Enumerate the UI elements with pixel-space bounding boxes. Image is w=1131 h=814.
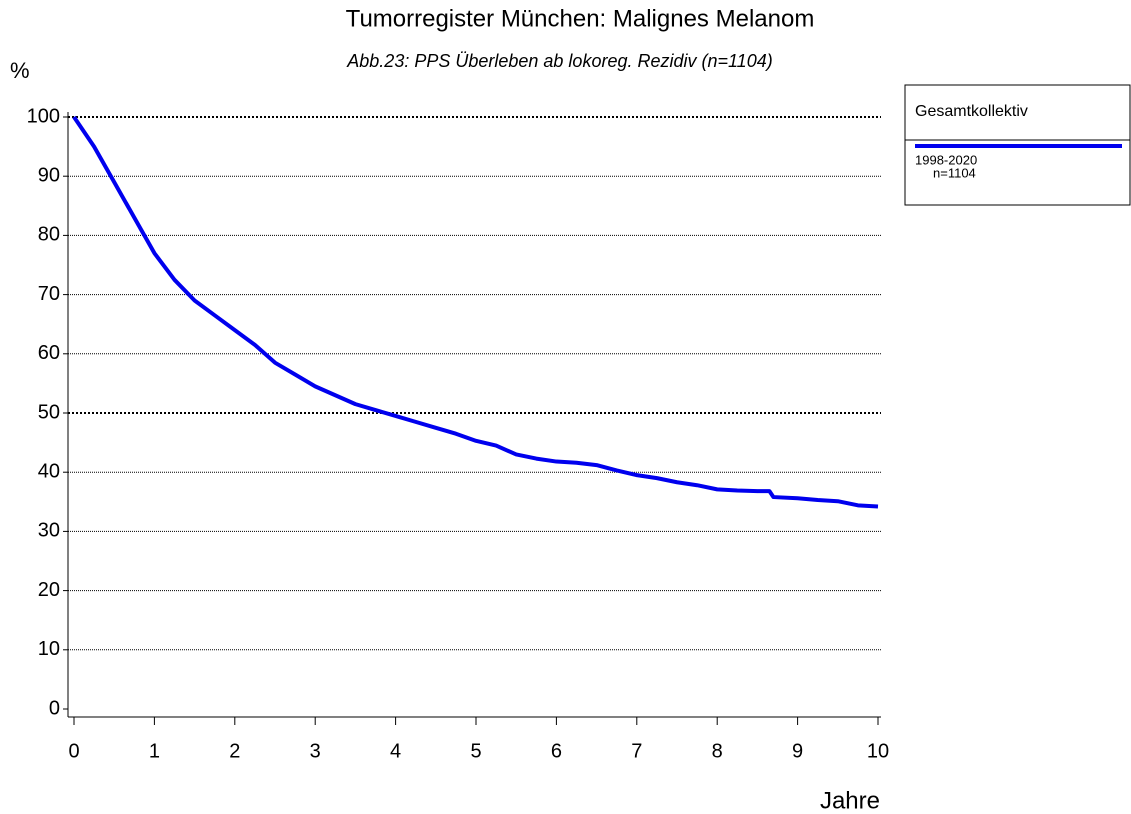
chart-title: Tumorregister München: Malignes Melanom <box>346 5 815 32</box>
survival-line <box>72 115 879 509</box>
x-tick-label: 6 <box>551 740 562 762</box>
legend-note: n=1104 <box>933 165 976 180</box>
y-tick-label: 0 <box>49 697 60 719</box>
y-tick-label: 70 <box>38 283 60 305</box>
legend-title: Gesamtkollektiv <box>915 103 1028 120</box>
y-tick-label: 10 <box>38 638 60 660</box>
y-tick-label: 60 <box>38 342 60 364</box>
x-axis-label: Jahre <box>820 787 880 814</box>
y-tick-label: 40 <box>38 460 60 482</box>
chart-subtitle: Abb.23: PPS Überleben ab lokoreg. Rezidi… <box>346 51 772 71</box>
y-tick-label: 90 <box>38 164 60 186</box>
x-tick-label: 7 <box>631 740 642 762</box>
y-tick-label: 50 <box>38 401 60 423</box>
x-tick-label: 3 <box>310 740 321 762</box>
y-tick-label: 80 <box>38 224 60 246</box>
x-tick-label: 0 <box>68 740 79 762</box>
x-tick-label: 10 <box>867 740 889 762</box>
x-tick-label: 9 <box>792 740 803 762</box>
y-tick-label: 30 <box>38 520 60 542</box>
x-tick-label: 8 <box>712 740 723 762</box>
y-axis-label: % <box>10 58 30 83</box>
legend-label: 1998-2020 <box>915 152 977 167</box>
x-tick-label: 4 <box>390 740 401 762</box>
y-tick-label: 100 <box>27 105 60 127</box>
x-tick-label: 2 <box>229 740 240 762</box>
x-tick-label: 1 <box>149 740 160 762</box>
legend-box <box>904 84 1131 206</box>
x-tick-label: 5 <box>470 740 481 762</box>
y-tick-label: 20 <box>38 579 60 601</box>
